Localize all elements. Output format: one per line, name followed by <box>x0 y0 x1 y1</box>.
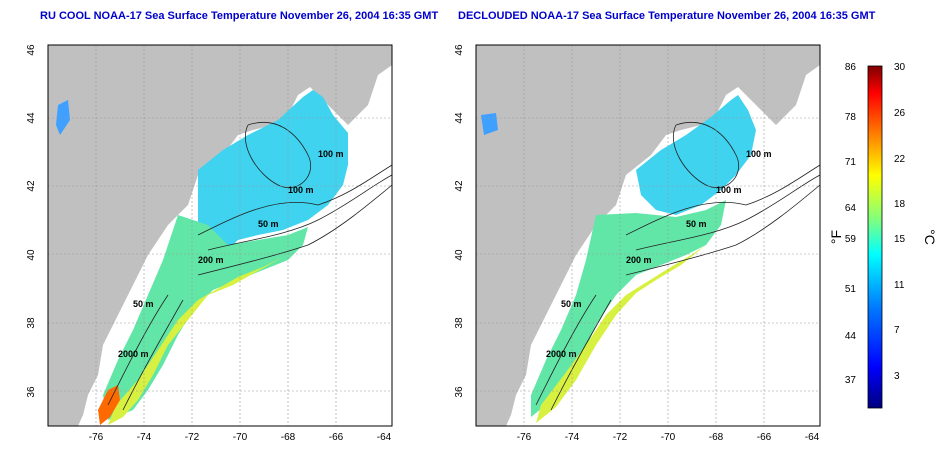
fahrenheit-tick: 59 <box>845 234 857 245</box>
sst-cyan-region <box>636 95 756 215</box>
x-tick-label: -76 <box>517 432 532 443</box>
celsius-tick: 18 <box>894 199 906 210</box>
x-tick-label: -76 <box>89 432 104 443</box>
fahrenheit-tick: 64 <box>845 203 857 214</box>
x-tick-label: -72 <box>613 432 628 443</box>
left-panel-title: RU COOL NOAA-17 Sea Surface Temperature … <box>40 10 439 22</box>
fahrenheit-tick: 86 <box>845 62 857 73</box>
x-tick-label: -70 <box>233 432 248 443</box>
celsius-tick: 15 <box>894 234 906 245</box>
y-tick-label: 40 <box>26 249 37 261</box>
right-panel-title: DECLOUDED NOAA-17 Sea Surface Temperatur… <box>458 10 876 22</box>
sst-cyan-region <box>198 90 348 255</box>
contour-label: 50 m <box>686 219 707 229</box>
contour-label: 100 m <box>318 149 344 159</box>
celsius-tick: 30 <box>894 62 906 73</box>
sst-yellow-band <box>108 257 283 425</box>
contour-label: 100 m <box>288 185 314 195</box>
contour-label: 50 m <box>561 299 582 309</box>
y-tick-label: 36 <box>26 386 37 398</box>
x-tick-label: -66 <box>329 432 344 443</box>
x-tick-label: -68 <box>709 432 724 443</box>
x-tick-label: -74 <box>565 432 580 443</box>
x-tick-label: -64 <box>377 432 392 443</box>
contour-label: 200 m <box>198 255 224 265</box>
y-tick-label: 38 <box>26 317 37 329</box>
y-tick-label: 36 <box>454 386 465 398</box>
x-tick-label: -70 <box>661 432 676 443</box>
fahrenheit-tick: 51 <box>845 284 857 295</box>
celsius-tick: 26 <box>894 108 906 119</box>
contour-label: 100 m <box>716 185 742 195</box>
x-tick-label: -66 <box>757 432 772 443</box>
y-tick-label: 42 <box>26 180 37 192</box>
land-mass <box>48 45 392 426</box>
celsius-tick: 22 <box>894 154 906 165</box>
sst-warm-spot <box>98 385 120 425</box>
celsius-tick: 11 <box>894 280 905 291</box>
celsius-label: °C <box>922 229 938 245</box>
fahrenheit-tick: 71 <box>845 157 857 168</box>
fahrenheit-tick: 44 <box>845 331 857 342</box>
fahrenheit-label: °F <box>828 230 844 244</box>
colorbar-gradient <box>867 65 883 409</box>
celsius-tick: 7 <box>894 325 900 336</box>
y-tick-label: 40 <box>454 249 465 261</box>
fahrenheit-tick: 78 <box>845 112 857 123</box>
y-tick-label: 46 <box>26 44 37 56</box>
x-tick-label: -64 <box>805 432 820 443</box>
contour-label: 2000 m <box>118 349 149 359</box>
contour-label: 200 m <box>626 255 652 265</box>
contour-label: 50 m <box>133 299 154 309</box>
y-tick-label: 44 <box>26 112 37 124</box>
land-mass <box>476 45 820 426</box>
x-tick-label: -74 <box>137 432 152 443</box>
contour-label: 50 m <box>258 219 279 229</box>
y-tick-label: 46 <box>454 44 465 56</box>
y-tick-label: 38 <box>454 317 465 329</box>
x-tick-label: -72 <box>185 432 200 443</box>
contour-label: 2000 m <box>546 349 577 359</box>
y-tick-label: 42 <box>454 180 465 192</box>
y-tick-label: 44 <box>454 112 465 124</box>
celsius-tick: 3 <box>894 371 900 382</box>
fahrenheit-tick: 37 <box>845 375 857 386</box>
contour-label: 100 m <box>746 149 772 159</box>
x-tick-label: -68 <box>281 432 296 443</box>
